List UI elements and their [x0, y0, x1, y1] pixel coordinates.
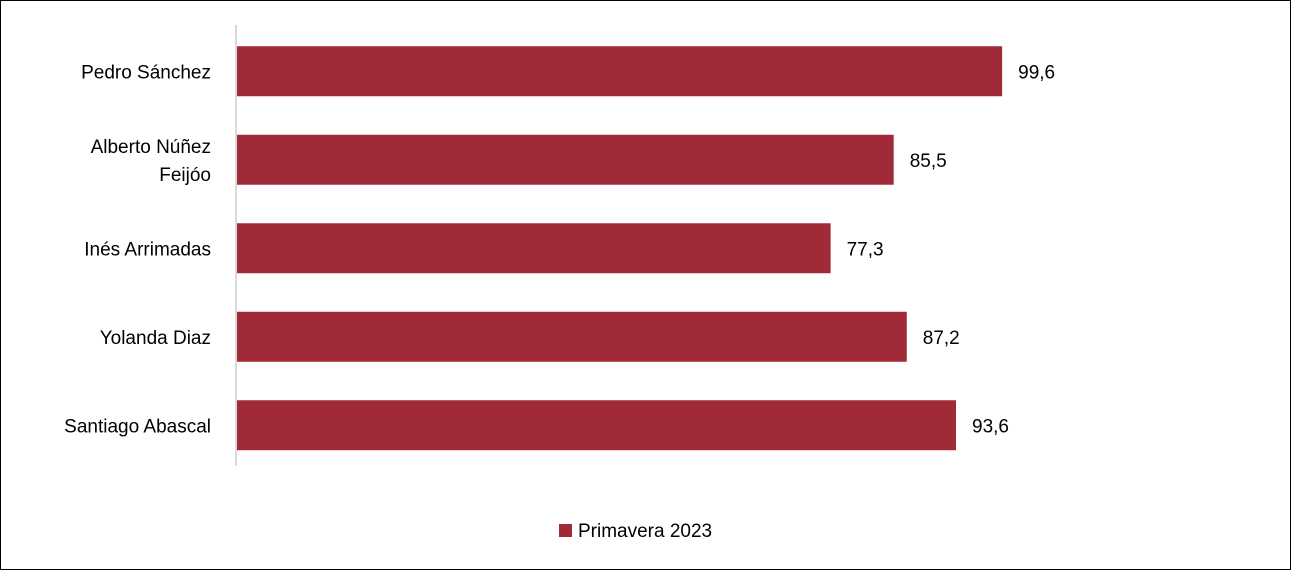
category-label: Alberto Núñez Feijóo	[91, 137, 211, 186]
category-label: Pedro Sánchez	[81, 62, 211, 83]
bar	[237, 46, 1003, 97]
bar	[237, 311, 907, 362]
bar	[237, 134, 894, 185]
bar	[237, 400, 956, 451]
bar-value-label: 77,3	[847, 239, 884, 260]
bar-value-label: 85,5	[910, 151, 947, 172]
bar-value-label: 87,2	[923, 328, 960, 349]
legend-swatch	[559, 524, 572, 537]
bar	[237, 223, 831, 274]
category-label: Inés Arrimadas	[84, 239, 211, 260]
bar-value-label: 93,6	[972, 416, 1009, 437]
category-label: Santiago Abascal	[64, 416, 211, 437]
legend: Primavera 2023	[559, 521, 712, 542]
category-label: Yolanda Diaz	[100, 328, 211, 349]
bar-value-label: 99,6	[1018, 62, 1055, 83]
legend-label: Primavera 2023	[578, 521, 712, 542]
